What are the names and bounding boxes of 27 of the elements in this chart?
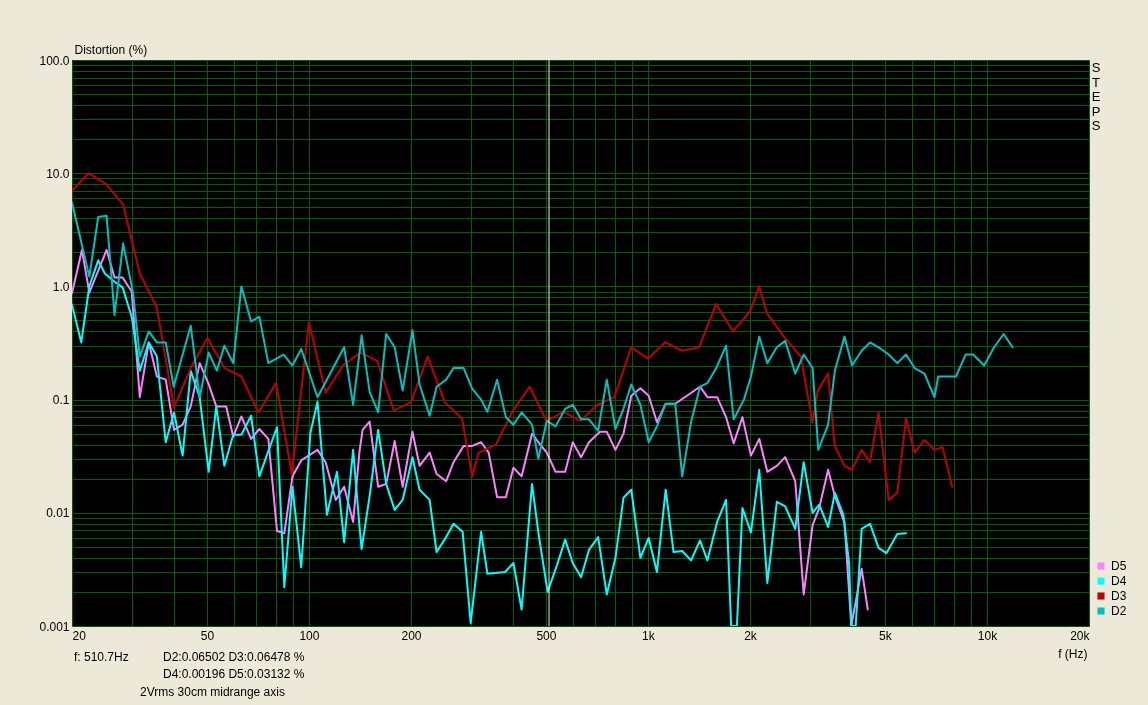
x-tick-label: 50 (200, 628, 215, 643)
text: 2Vrms 30cm midrange axis (140, 685, 285, 699)
text: D4:0.00196 D5:0.03132 % (163, 667, 305, 681)
x-tick-label: 10k (977, 628, 999, 643)
x-tick-label: 100 (299, 628, 320, 643)
legend-label: D5 (1111, 559, 1127, 573)
text: D2:0.06502 D3:0.06478 % (163, 650, 305, 664)
y-tick-label: 10.0 (46, 166, 70, 181)
y-tick-label: 0.01 (46, 506, 70, 521)
y-tick-label: 0.1 (52, 393, 70, 408)
x-tick-label: 20k (1070, 628, 1091, 643)
legend-label: D2 (1111, 604, 1127, 618)
text: f: 510.7Hz (74, 650, 129, 664)
x-tick-label: 200 (401, 628, 422, 643)
x-tick-label: 5k (879, 628, 893, 643)
legend-label: D4 (1111, 574, 1127, 588)
text: STEPS (1091, 60, 1101, 133)
x-tick-label: 1k (642, 628, 656, 643)
y-tick-label: 0.001 (39, 619, 70, 634)
x-tick-label: 500 (536, 628, 557, 643)
y-tick-label: 100.0 (39, 53, 70, 68)
legend-label: D3 (1111, 589, 1127, 603)
y-tick-label: 1.0 (52, 279, 70, 294)
x-axis-title: f (Hz) (1058, 646, 1088, 661)
y-axis-title: Distortion (%) (74, 42, 148, 57)
x-tick-label: 2k (744, 628, 758, 643)
x-tick-label: 20 (72, 628, 87, 643)
